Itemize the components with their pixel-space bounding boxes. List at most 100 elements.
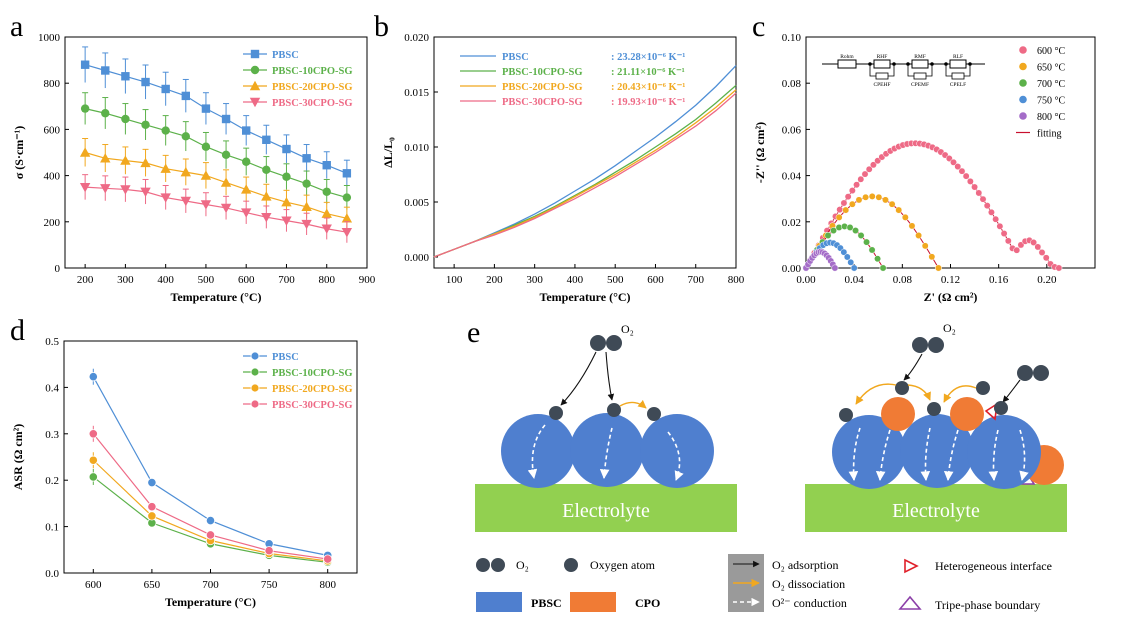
data-point xyxy=(120,185,131,195)
data-point xyxy=(861,170,869,178)
circuit-cpe xyxy=(951,72,965,80)
data-point xyxy=(840,248,848,256)
data-point xyxy=(121,114,130,124)
legend-hetero-marker xyxy=(904,558,919,574)
x-tick-label: 300 xyxy=(526,274,543,286)
data-point xyxy=(341,213,353,223)
data-point xyxy=(220,177,232,187)
data-point xyxy=(1000,230,1008,237)
legend-marker xyxy=(250,367,260,377)
dissociation-arrow xyxy=(619,399,647,409)
legend-marker xyxy=(1019,112,1027,120)
data-point xyxy=(88,455,98,465)
data-point xyxy=(200,200,212,210)
data-point xyxy=(140,187,151,197)
data-point xyxy=(341,227,353,238)
data-point xyxy=(857,232,865,239)
oxygen-atom xyxy=(839,408,853,422)
y-tick-label: 0.005 xyxy=(404,197,429,209)
circuit-label: RMF xyxy=(914,54,926,60)
y-tick-label: 0.02 xyxy=(782,217,801,229)
legend-entry: PBSC-30CPO-SG xyxy=(272,98,353,109)
x-axis-label: Temperature (°C) xyxy=(165,595,256,609)
data-point xyxy=(992,215,1000,223)
panel-label-d: d xyxy=(10,314,25,347)
oxygen-atom xyxy=(647,407,661,421)
legend-marker xyxy=(250,399,260,409)
circuit-node xyxy=(930,62,934,66)
circuit-cpe xyxy=(875,72,889,80)
y-axis-label: σ (S·cm⁻¹) xyxy=(12,126,26,179)
chart-a-conductivity: 200 300 400 500 600 700 800 900 0 200 400 600 800 100… xyxy=(12,32,376,304)
legend-entry: PBSC-20CPO-SG xyxy=(272,384,353,395)
data-point xyxy=(928,253,936,261)
data-point xyxy=(221,114,231,124)
data-point xyxy=(935,264,942,272)
o2-molecule-atom xyxy=(912,337,928,353)
x-tick-label: 0.20 xyxy=(1037,274,1057,286)
data-point xyxy=(895,206,903,214)
pbsc-grain xyxy=(501,414,575,488)
circuit-node xyxy=(892,62,896,66)
legend-entry: PBSC xyxy=(272,50,299,61)
data-point xyxy=(840,199,848,207)
data-point xyxy=(879,264,887,272)
data-point xyxy=(88,429,98,439)
data-point xyxy=(850,264,858,272)
data-point xyxy=(979,195,987,203)
dissociation-arrow xyxy=(943,385,977,403)
data-point xyxy=(281,196,292,207)
data-point xyxy=(987,208,995,216)
y-tick-label: 0.10 xyxy=(782,32,802,44)
circuit-resistor xyxy=(949,59,967,69)
circuit-label: CPEMF xyxy=(911,82,929,88)
data-point xyxy=(983,202,991,210)
legend-oxygen-atom xyxy=(564,558,578,572)
conduction-arrow xyxy=(527,424,546,479)
legend-entry: PBSC-10CPO-SG xyxy=(272,66,353,77)
legend-entry: 600 °C xyxy=(1037,46,1065,57)
x-tick-label: 700 xyxy=(202,579,219,591)
legend-entry: PBSC xyxy=(272,352,299,363)
data-point xyxy=(868,192,876,200)
data-point xyxy=(1004,237,1012,245)
adsorption-arrow xyxy=(903,353,923,381)
x-tick-label: 0.04 xyxy=(845,274,865,286)
data-point xyxy=(1042,254,1050,262)
data-point xyxy=(79,182,91,193)
data-point xyxy=(975,189,983,197)
x-tick-label: 800 xyxy=(319,579,336,591)
data-point xyxy=(80,104,90,113)
circuit-resistor xyxy=(873,59,891,69)
series-line xyxy=(433,65,737,258)
data-point xyxy=(241,208,252,218)
legend-entry: 700 °C xyxy=(1037,79,1065,90)
oxygen-atom xyxy=(976,381,990,395)
data-point xyxy=(996,222,1004,230)
data-point xyxy=(848,200,856,208)
legend-oxygen-atom-text: Oxygen atom xyxy=(590,558,656,572)
y-axis-label: -Z'' (Ω cm²) xyxy=(753,122,767,183)
x-tick-label: 600 xyxy=(85,579,102,591)
legend-entry: 750 °C xyxy=(1037,96,1065,107)
legend-tpb-text: Tripe-phase boundary xyxy=(935,598,1040,612)
data-point xyxy=(888,200,896,208)
data-point xyxy=(180,166,191,177)
data-point xyxy=(855,196,863,204)
electrolyte-left xyxy=(475,484,737,532)
data-point xyxy=(242,126,251,135)
circuit-node xyxy=(906,62,910,66)
legend-marker xyxy=(1019,95,1027,104)
data-point xyxy=(1038,249,1046,256)
legend-marker xyxy=(250,351,260,361)
y-tick-label: 0.4 xyxy=(45,382,59,394)
y-axis-label: ASR (Ω cm²) xyxy=(11,424,25,491)
x-tick-label: 0.12 xyxy=(941,274,960,286)
legend-pbsc-text: PBSC xyxy=(531,596,562,610)
data-point xyxy=(205,530,216,540)
data-point xyxy=(869,161,877,169)
legend-entry: PBSC-10CPO-SG xyxy=(272,368,353,379)
y-tick-label: 0.08 xyxy=(782,78,802,90)
data-point xyxy=(863,238,871,246)
